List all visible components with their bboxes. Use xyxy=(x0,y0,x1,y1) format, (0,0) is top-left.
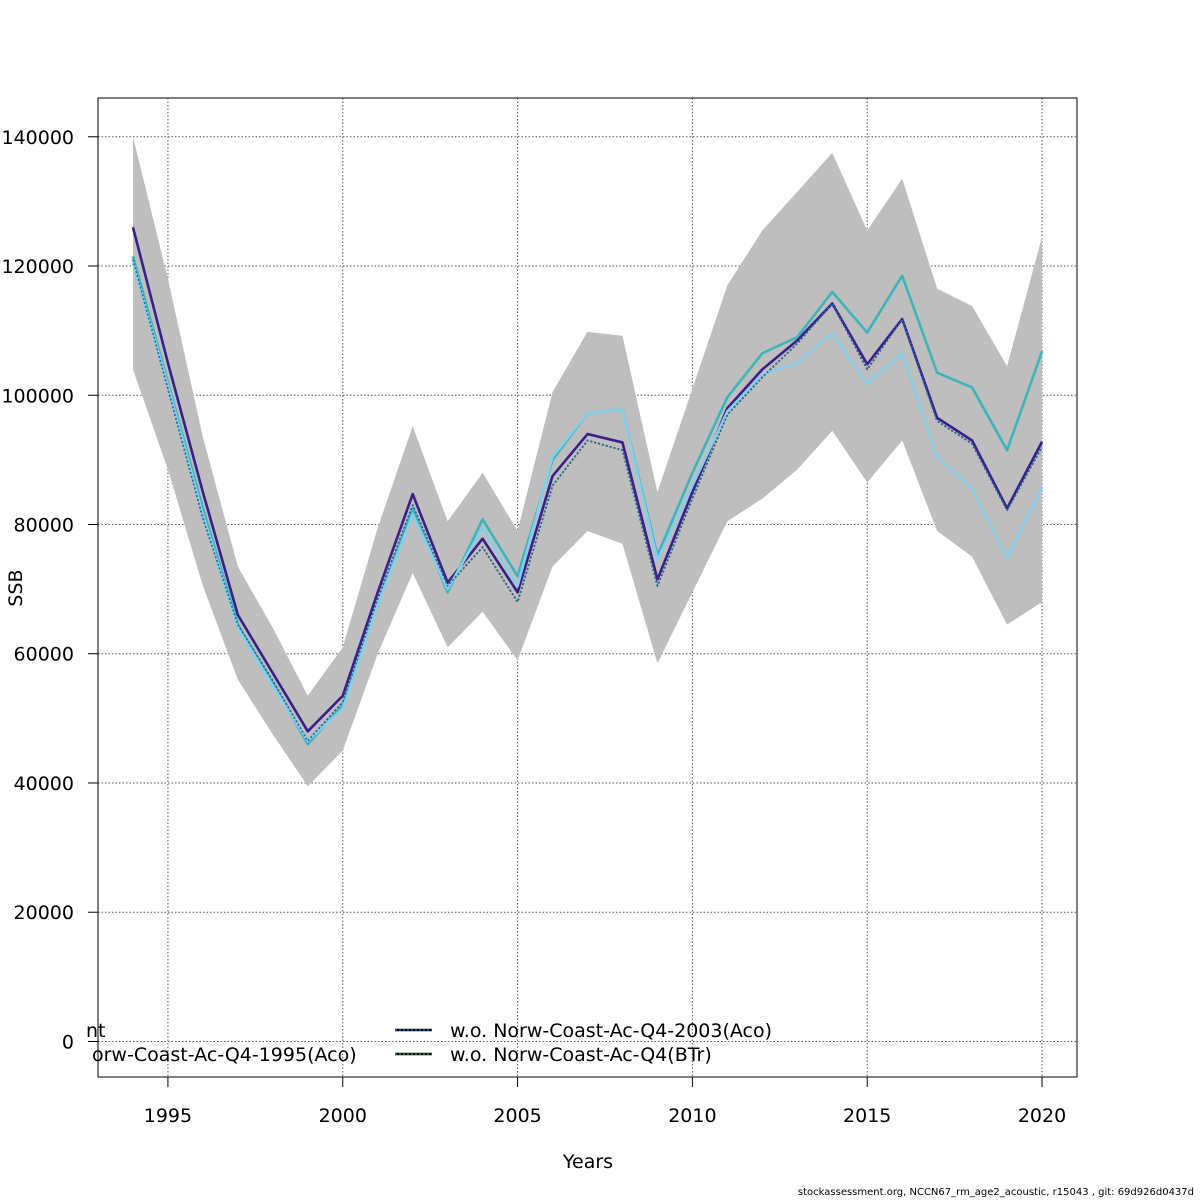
x-axis-title: Years xyxy=(562,1151,613,1173)
y-tick-label: 100000 xyxy=(1,385,74,407)
series-line-4 xyxy=(131,262,1044,743)
series-line-5 xyxy=(132,259,1043,742)
x-axis: 1995 2000 2005 2010 2015 2020 xyxy=(144,1077,1066,1127)
y-axis-title: SSB xyxy=(5,569,27,606)
y-tick-label: 20000 xyxy=(14,902,74,924)
x-tick-label: 2015 xyxy=(843,1105,891,1127)
confidence-band-area xyxy=(132,136,1043,787)
x-tick-label: 1995 xyxy=(144,1105,192,1127)
y-tick-label: 0 xyxy=(62,1031,74,1053)
x-tick-label: 2005 xyxy=(493,1105,541,1127)
legend-label: w.o. Norw-Coast-Ac-Q4-2003(Aco) xyxy=(450,1020,772,1042)
plot-frame xyxy=(97,97,1078,1078)
y-tick-label: 120000 xyxy=(1,256,74,278)
confidence-band xyxy=(132,136,1043,787)
legend: nt w.o. Norw-Coast-Ac-Q4-2003(Aco) orw-Coa… xyxy=(86,1020,772,1066)
y-tick-label: 80000 xyxy=(14,514,74,536)
legend-label: w.o. Norw-Coast-Ac-Q4(BTr) xyxy=(450,1044,712,1066)
series-line-2 xyxy=(131,226,1044,733)
y-tick-label: 60000 xyxy=(14,644,74,666)
footer-note: stockassessment.org, NCCN67_rm_age2_acou… xyxy=(797,1187,1194,1198)
y-tick-label: 140000 xyxy=(1,127,74,149)
y-axis: 0 20000 40000 60000 80000 100000 120000 140000 xyxy=(1,127,98,1053)
x-tick-label: 2020 xyxy=(1018,1105,1066,1127)
legend-label: orw-Coast-Ac-Q4-1995(Aco) xyxy=(92,1044,357,1066)
series-lines xyxy=(131,226,1044,746)
x-tick-label: 2000 xyxy=(319,1105,367,1127)
y-tick-label: 40000 xyxy=(14,773,74,795)
x-tick-label: 2010 xyxy=(668,1105,716,1127)
legend-label: nt xyxy=(86,1020,106,1042)
